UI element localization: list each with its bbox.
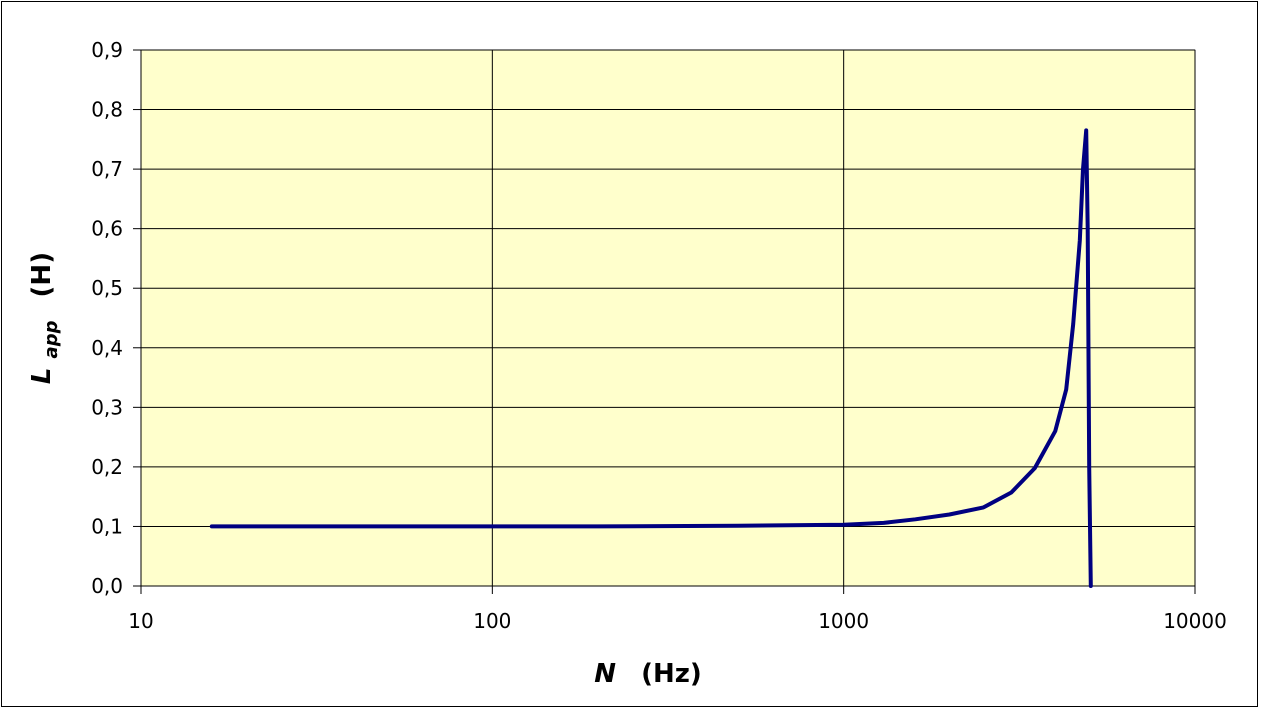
y-axis-subscript: app [41, 320, 62, 358]
x-tick-label: 10 [128, 609, 153, 633]
y-axis-title: L app (H) [27, 252, 64, 384]
y-tick-label: 0,2 [91, 455, 123, 479]
y-axis-unit: (H) [27, 252, 57, 298]
x-axis-title: N (Hz) [594, 659, 702, 689]
y-axis-variable: L [27, 368, 57, 385]
y-tick-label: 0,8 [91, 98, 123, 122]
gridlines [133, 49, 1196, 594]
y-axis-tick-labels: 0,0 0,1 0,2 0,3 0,4 0,5 0,6 0,7 0,8 0,9 [91, 38, 123, 598]
y-tick-label: 0,5 [91, 276, 123, 300]
x-axis-variable: N [594, 659, 616, 689]
x-tick-label: 100 [473, 609, 511, 633]
x-axis-unit: (Hz) [641, 659, 702, 689]
x-axis-tick-labels: 10 100 1000 10000 [128, 609, 1227, 633]
x-tick-label: 1000 [818, 609, 869, 633]
y-tick-label: 0,4 [91, 336, 123, 360]
y-tick-label: 0,6 [91, 217, 123, 241]
y-tick-label: 0,7 [91, 157, 123, 181]
y-tick-label: 0,3 [91, 395, 123, 419]
y-tick-label: 0,9 [91, 38, 123, 62]
series-line [209, 128, 1093, 588]
plot-area [140, 49, 1196, 587]
y-tick-label: 0,0 [91, 574, 123, 598]
series-layer [209, 128, 1093, 588]
x-tick-label: 10000 [1163, 609, 1227, 633]
y-tick-label: 0,1 [91, 514, 123, 538]
